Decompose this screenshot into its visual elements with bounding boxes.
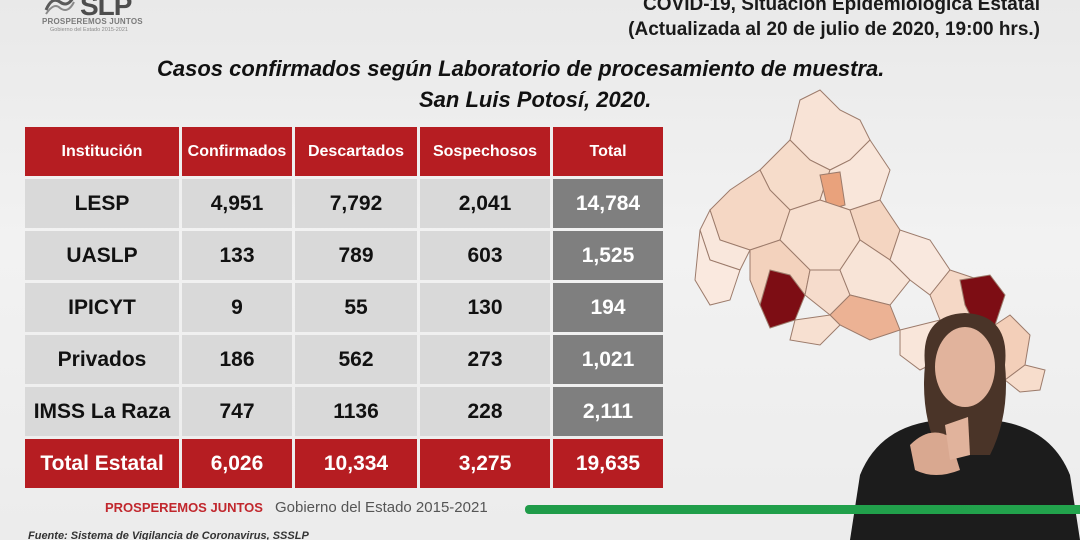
cell-confirmados: 186 [182,335,292,384]
cell-grand-total: 19,635 [553,439,663,488]
header-descartados: Descartados [295,127,417,176]
footer-green-bar [525,505,1080,514]
cell-total: 194 [553,283,663,332]
header-confirmados: Confirmados [182,127,292,176]
cell-sospechosos: 130 [420,283,550,332]
header-line2: (Actualizada al 20 de julio de 2020, 19:… [628,19,1040,40]
cell-institution: Privados [25,335,179,384]
cell-institution: IMSS La Raza [25,387,179,436]
cell-descartados: 7,792 [295,179,417,228]
source-note: Fuente: Sistema de Vigilancia de Coronav… [28,530,309,540]
header-line1: COVID-19, Situación Epidemiológica Estat… [643,0,1040,15]
header-sospechosos: Sospechosos [420,127,550,176]
cell-sospechosos: 228 [420,387,550,436]
table-row: Privados 186 562 273 1,021 [25,335,663,384]
table-row: LESP 4,951 7,792 2,041 14,784 [25,179,663,228]
slide-title-line1: Casos confirmados según Laboratorio de p… [157,56,885,81]
cell-institution: LESP [25,179,179,228]
cell-sospechosos: 2,041 [420,179,550,228]
cell-total-sospechosos: 3,275 [420,439,550,488]
footer-brand: PROSPEREMOS JUNTOS [105,500,263,515]
cell-sospechosos: 273 [420,335,550,384]
cell-total-label: Total Estatal [25,439,179,488]
cell-descartados: 789 [295,231,417,280]
cell-total: 14,784 [553,179,663,228]
cell-total-confirmados: 6,026 [182,439,292,488]
state-map [694,89,1046,393]
cell-confirmados: 4,951 [182,179,292,228]
cell-total-descartados: 10,334 [295,439,417,488]
logo-tagline: PROSPEREMOS JUNTOS [42,17,143,26]
logo-subtitle: Gobierno del Estado 2015-2021 [50,27,128,33]
table-row: UASLP 133 789 603 1,525 [25,231,663,280]
cell-total: 1,021 [553,335,663,384]
cell-descartados: 1136 [295,387,417,436]
municipality-regions [694,89,1046,393]
slide-title-line2: San Luis Potosí, 2020. [419,87,652,112]
header-institucion: Institución [25,127,179,176]
cell-institution: UASLP [25,231,179,280]
cell-descartados: 562 [295,335,417,384]
table-total-row: Total Estatal 6,026 10,334 3,275 19,635 [25,439,663,488]
footer-government: Gobierno del Estado 2015-2021 [275,499,488,516]
table-row: IMSS La Raza 747 1136 228 2,111 [25,387,663,436]
table-row: IPICYT 9 55 130 194 [25,283,663,332]
cell-confirmados: 133 [182,231,292,280]
cell-institution: IPICYT [25,283,179,332]
cell-confirmados: 747 [182,387,292,436]
cell-descartados: 55 [295,283,417,332]
cell-total: 2,111 [553,387,663,436]
table-header-row: Institución Confirmados Descartados Sosp… [25,127,663,176]
lab-cases-table: Institución Confirmados Descartados Sosp… [22,124,666,491]
cell-sospechosos: 603 [420,231,550,280]
cell-total: 1,525 [553,231,663,280]
slp-logo-icon [44,0,75,15]
header-total: Total [553,127,663,176]
logo-name: SLP [80,0,132,21]
cell-confirmados: 9 [182,283,292,332]
logo: SLP PROSPEREMOS JUNTOS Gobierno del Esta… [40,0,150,38]
